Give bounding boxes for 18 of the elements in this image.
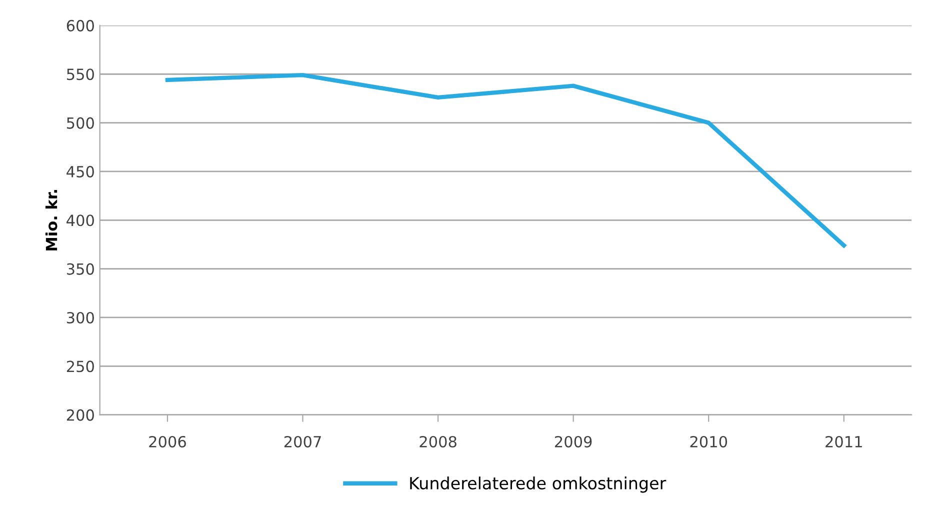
x-tick-label: 2011 <box>826 436 862 448</box>
y-tick-label: 300 <box>66 312 94 324</box>
y-tick-label: 500 <box>66 117 94 129</box>
x-tick-label: 2008 <box>420 436 456 448</box>
y-tick-label: 250 <box>66 360 94 372</box>
x-tick-label: 2010 <box>690 436 728 448</box>
x-tick-label: 2006 <box>149 436 186 448</box>
y-tick-label: 600 <box>66 20 94 32</box>
y-tick-label: 350 <box>66 263 94 275</box>
y-tick-label: 450 <box>66 166 94 178</box>
y-axis-title: Mio. kr. <box>45 190 58 250</box>
x-tick-label: 2007 <box>284 436 321 448</box>
line-series <box>165 73 846 248</box>
y-tick-label: 200 <box>66 409 94 421</box>
y-tick-label: 550 <box>66 68 94 80</box>
x-tick-label: 2009 <box>555 436 592 448</box>
legend-label: Kunderelaterede omkostninger <box>410 476 666 493</box>
y-tick-label: 400 <box>66 214 94 226</box>
